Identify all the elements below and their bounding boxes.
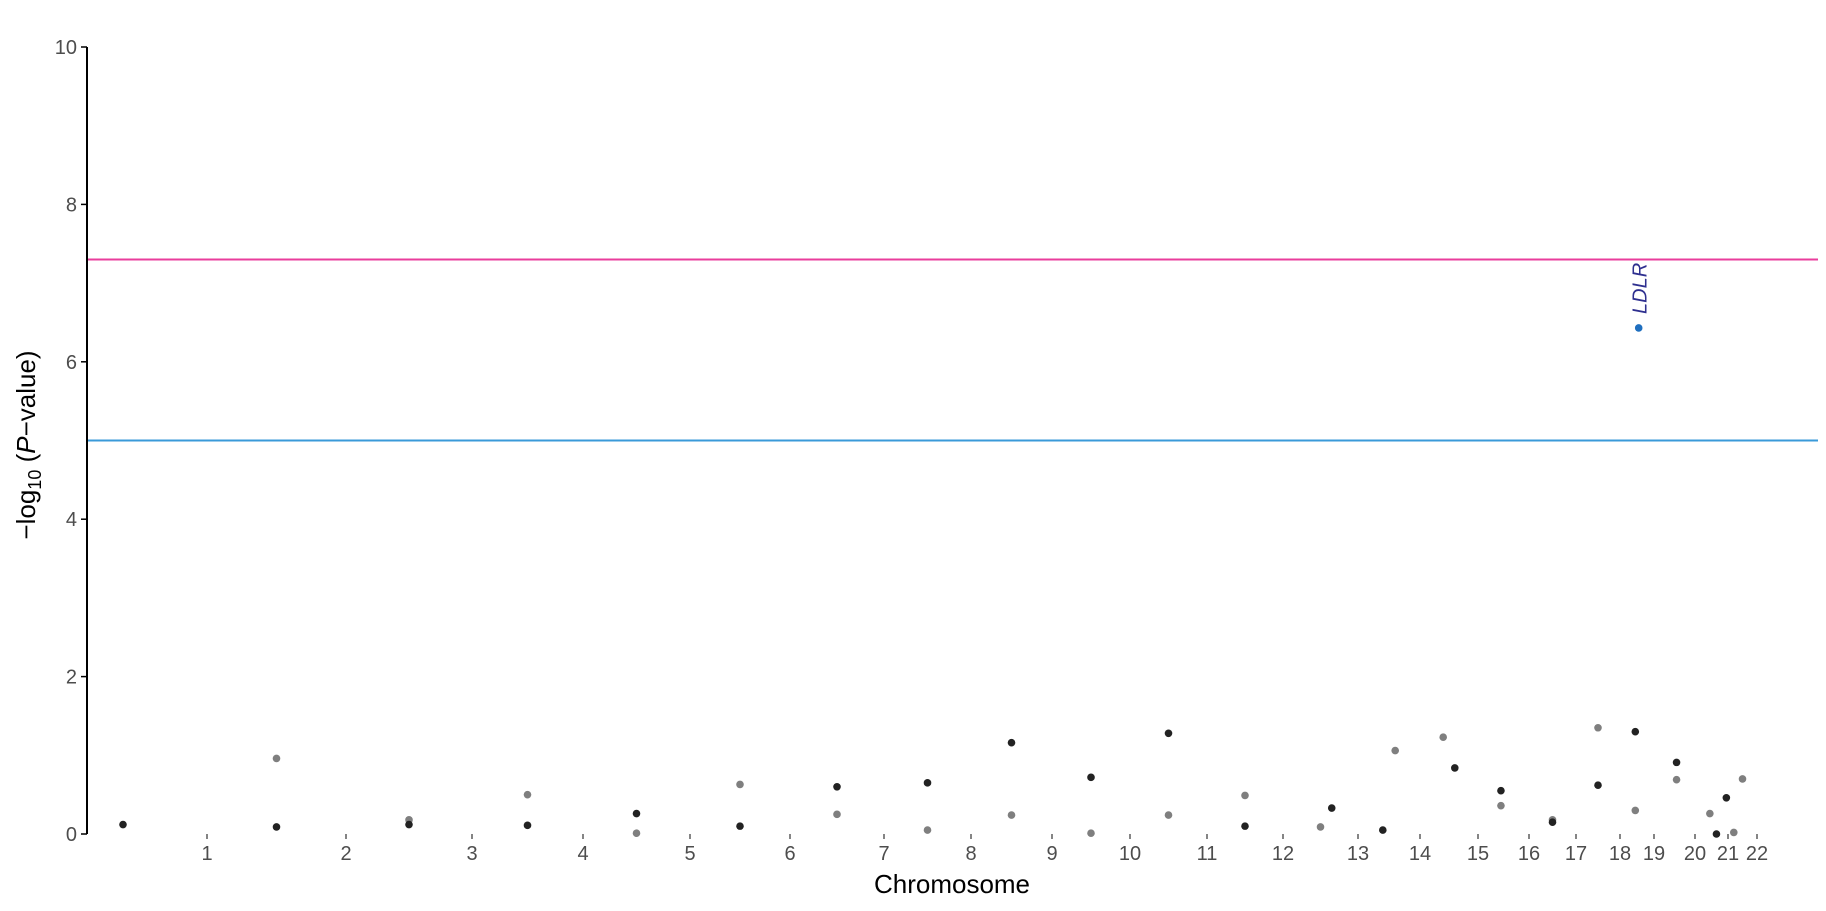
x-axis-ticks: 1 2 3 4 5 6 7 8 9 10 11 12 13 14 15 16 17 18 19 20 21 22 bbox=[201, 834, 1768, 865]
data-point bbox=[1706, 809, 1714, 818]
y-axis-title-prefix: −log bbox=[11, 490, 41, 540]
data-point bbox=[1730, 828, 1738, 837]
data-point bbox=[1672, 775, 1681, 784]
x-tick-label: 9 bbox=[1046, 843, 1057, 865]
x-tick-label: 4 bbox=[577, 843, 588, 865]
data-point bbox=[632, 809, 641, 818]
x-tick-label: 19 bbox=[1643, 843, 1665, 865]
data-point bbox=[523, 790, 532, 799]
point-annotation: LDLR bbox=[1630, 263, 1652, 314]
y-axis-title-italic: P bbox=[11, 436, 41, 454]
y-tick-label: 0 bbox=[66, 824, 77, 846]
y-tick-label: 4 bbox=[66, 509, 77, 531]
data-point bbox=[119, 820, 127, 829]
x-tick-label: 12 bbox=[1272, 843, 1294, 865]
data-point bbox=[1497, 786, 1505, 795]
data-point bbox=[1738, 775, 1747, 783]
data-point bbox=[1631, 727, 1640, 736]
data-point bbox=[405, 820, 413, 829]
data-point bbox=[632, 829, 641, 838]
y-axis-title-subscript: 10 bbox=[25, 470, 45, 490]
data-point bbox=[272, 754, 281, 763]
x-tick-label: 10 bbox=[1119, 843, 1141, 865]
data-point bbox=[1164, 811, 1173, 819]
data-point bbox=[523, 821, 532, 830]
x-tick-label: 21 bbox=[1717, 843, 1739, 865]
data-point bbox=[1451, 764, 1459, 772]
data-point bbox=[1327, 804, 1336, 812]
data-point bbox=[1241, 822, 1249, 830]
annotations: LDLR bbox=[1630, 263, 1652, 314]
x-tick-label: 2 bbox=[340, 843, 351, 865]
x-tick-label: 14 bbox=[1409, 843, 1431, 865]
data-point bbox=[1712, 830, 1721, 838]
data-point bbox=[923, 779, 932, 787]
data-point bbox=[923, 826, 932, 834]
x-tick-label: 13 bbox=[1347, 843, 1369, 865]
x-axis-title: Chromosome bbox=[874, 869, 1030, 899]
data-point bbox=[1241, 791, 1249, 800]
data-point bbox=[736, 780, 744, 789]
x-tick-label: 5 bbox=[684, 843, 695, 865]
y-axis-title-rest: −value) bbox=[11, 350, 41, 436]
y-tick-label: 2 bbox=[66, 667, 77, 689]
data-point bbox=[1164, 729, 1173, 738]
y-axis-title-open: ( bbox=[11, 453, 41, 469]
highlight-point bbox=[1634, 324, 1643, 332]
y-axis-ticks: 0 2 4 6 8 10 bbox=[55, 37, 87, 846]
x-tick-label: 7 bbox=[878, 843, 889, 865]
data-point bbox=[272, 823, 281, 831]
data-points bbox=[119, 324, 1747, 838]
data-point bbox=[1007, 811, 1016, 819]
data-point bbox=[1672, 758, 1681, 767]
data-point bbox=[736, 822, 744, 830]
data-point bbox=[1594, 723, 1602, 732]
data-point bbox=[1087, 773, 1095, 782]
data-point bbox=[1548, 818, 1557, 826]
data-point bbox=[833, 810, 841, 819]
x-tick-label: 17 bbox=[1565, 843, 1587, 865]
data-point bbox=[1391, 746, 1399, 755]
data-point bbox=[1007, 738, 1016, 747]
x-tick-label: 22 bbox=[1746, 843, 1768, 865]
data-point bbox=[833, 782, 841, 791]
x-tick-label: 3 bbox=[466, 843, 477, 865]
x-tick-label: 16 bbox=[1518, 843, 1540, 865]
data-point bbox=[1722, 793, 1731, 802]
y-axis-title: −log10 (P−value) bbox=[11, 350, 45, 539]
x-tick-label: 20 bbox=[1684, 843, 1706, 865]
x-tick-label: 8 bbox=[965, 843, 976, 865]
data-point bbox=[1631, 806, 1640, 815]
x-tick-label: 1 bbox=[201, 843, 212, 865]
data-point bbox=[1087, 829, 1095, 838]
data-point bbox=[1497, 801, 1505, 810]
data-point bbox=[1439, 733, 1447, 741]
y-tick-label: 10 bbox=[55, 37, 77, 59]
x-tick-label: 15 bbox=[1467, 843, 1489, 865]
x-tick-label: 11 bbox=[1197, 843, 1218, 865]
data-point bbox=[1316, 823, 1325, 831]
y-tick-label: 8 bbox=[66, 194, 77, 216]
threshold-lines bbox=[87, 258, 1818, 442]
data-point bbox=[1379, 826, 1387, 834]
x-tick-label: 18 bbox=[1609, 843, 1631, 865]
data-point bbox=[1594, 781, 1602, 790]
x-tick-label: 6 bbox=[784, 843, 795, 865]
y-tick-label: 6 bbox=[66, 352, 77, 374]
